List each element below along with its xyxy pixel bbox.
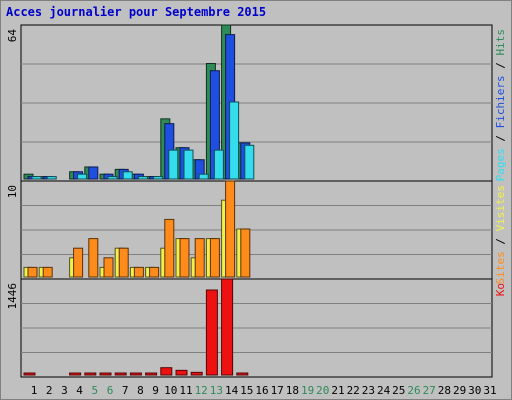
- bar-sites: [119, 248, 128, 277]
- bar-pages: [47, 177, 56, 179]
- bar-pages: [108, 177, 117, 179]
- x-tick-label: 17: [271, 384, 284, 397]
- bar-ko: [222, 279, 233, 375]
- y-max-label: 64: [6, 29, 19, 43]
- x-tick-label: 28: [438, 384, 451, 397]
- legend-entry: Hits: [494, 29, 507, 56]
- legend-entry: Fichiers: [494, 75, 507, 128]
- bar-pages: [154, 177, 163, 179]
- legend-entry: Visites: [494, 185, 507, 231]
- x-tick-label: 21: [331, 384, 344, 397]
- x-tick-label: 24: [377, 384, 391, 397]
- x-tick-label: 10: [164, 384, 177, 397]
- bar-pages: [214, 150, 223, 179]
- x-tick-label: 19: [301, 384, 314, 397]
- x-tick-label: 31: [483, 384, 496, 397]
- x-tick-label: 1: [31, 384, 38, 397]
- bar-sites: [195, 239, 204, 277]
- legend-entry: Ko: [494, 283, 507, 296]
- bar-pages: [138, 177, 147, 179]
- y-max-label: 1446: [6, 283, 19, 310]
- x-tick-label: 30: [468, 384, 481, 397]
- x-tick-label: 8: [137, 384, 144, 397]
- bar-pages: [123, 172, 132, 179]
- bar-sites: [241, 229, 250, 277]
- y-max-label: 10: [6, 185, 19, 198]
- x-tick-label: 25: [392, 384, 405, 397]
- bar-pages: [230, 102, 239, 179]
- legend-entry: Pages: [494, 148, 507, 181]
- bar-ko: [176, 370, 187, 375]
- bar-ko: [146, 373, 157, 375]
- x-tick-label: 12: [195, 384, 208, 397]
- bar-ko: [130, 373, 141, 375]
- legend-entry: /: [494, 56, 507, 76]
- bar-ko: [206, 290, 217, 375]
- bar-ko: [24, 373, 35, 375]
- x-tick-label: 5: [91, 384, 98, 397]
- x-tick-label: 4: [76, 384, 83, 397]
- bar-sites: [134, 267, 143, 277]
- bar-ko: [191, 372, 202, 375]
- bar-ko: [70, 373, 81, 375]
- bar-pages: [245, 145, 254, 179]
- x-tick-label: 20: [316, 384, 329, 397]
- bar-sites: [43, 267, 52, 277]
- bar-pages: [199, 174, 208, 179]
- bar-pages: [184, 150, 193, 179]
- x-tick-label: 26: [407, 384, 420, 397]
- bar-ko: [100, 373, 111, 375]
- x-tick-label: 6: [107, 384, 114, 397]
- x-tick-label: 22: [347, 384, 360, 397]
- bar-ko: [237, 373, 248, 375]
- x-tick-label: 29: [453, 384, 466, 397]
- x-tick-label: 16: [255, 384, 268, 397]
- x-tick-label: 11: [179, 384, 192, 397]
- legend-entry: /: [494, 231, 507, 251]
- bar-sites: [28, 267, 37, 277]
- bar-sites: [180, 239, 189, 277]
- x-tick-label: 2: [46, 384, 53, 397]
- bar-sites: [150, 267, 159, 277]
- bar-ko: [115, 373, 126, 375]
- x-tick-label: 3: [61, 384, 68, 397]
- legend: Sites / Visites: [494, 185, 507, 284]
- x-tick-label: 27: [423, 384, 436, 397]
- legend-entry: Sites: [494, 251, 507, 284]
- bar-ko: [161, 368, 172, 375]
- x-tick-label: 18: [286, 384, 299, 397]
- x-tick-label: 15: [240, 384, 253, 397]
- bar-pages: [78, 174, 87, 179]
- legend: Pages / Fichiers / Hits: [494, 29, 507, 181]
- bar-sites: [104, 258, 113, 277]
- bar-sites: [89, 239, 98, 277]
- bar-fichiers: [89, 167, 98, 179]
- bar-ko: [85, 373, 96, 375]
- legend-entry: /: [494, 128, 507, 148]
- bar-pages: [169, 150, 178, 179]
- x-tick-label: 13: [210, 384, 223, 397]
- x-tick-label: 14: [225, 384, 239, 397]
- x-tick-label: 23: [362, 384, 375, 397]
- bar-sites: [165, 219, 174, 277]
- x-tick-label: 9: [152, 384, 159, 397]
- bar-sites: [210, 239, 219, 277]
- bar-sites: [74, 248, 83, 277]
- legend: Ko: [494, 283, 507, 296]
- x-tick-label: 7: [122, 384, 129, 397]
- bar-sites: [226, 181, 235, 277]
- bar-pages: [32, 177, 41, 179]
